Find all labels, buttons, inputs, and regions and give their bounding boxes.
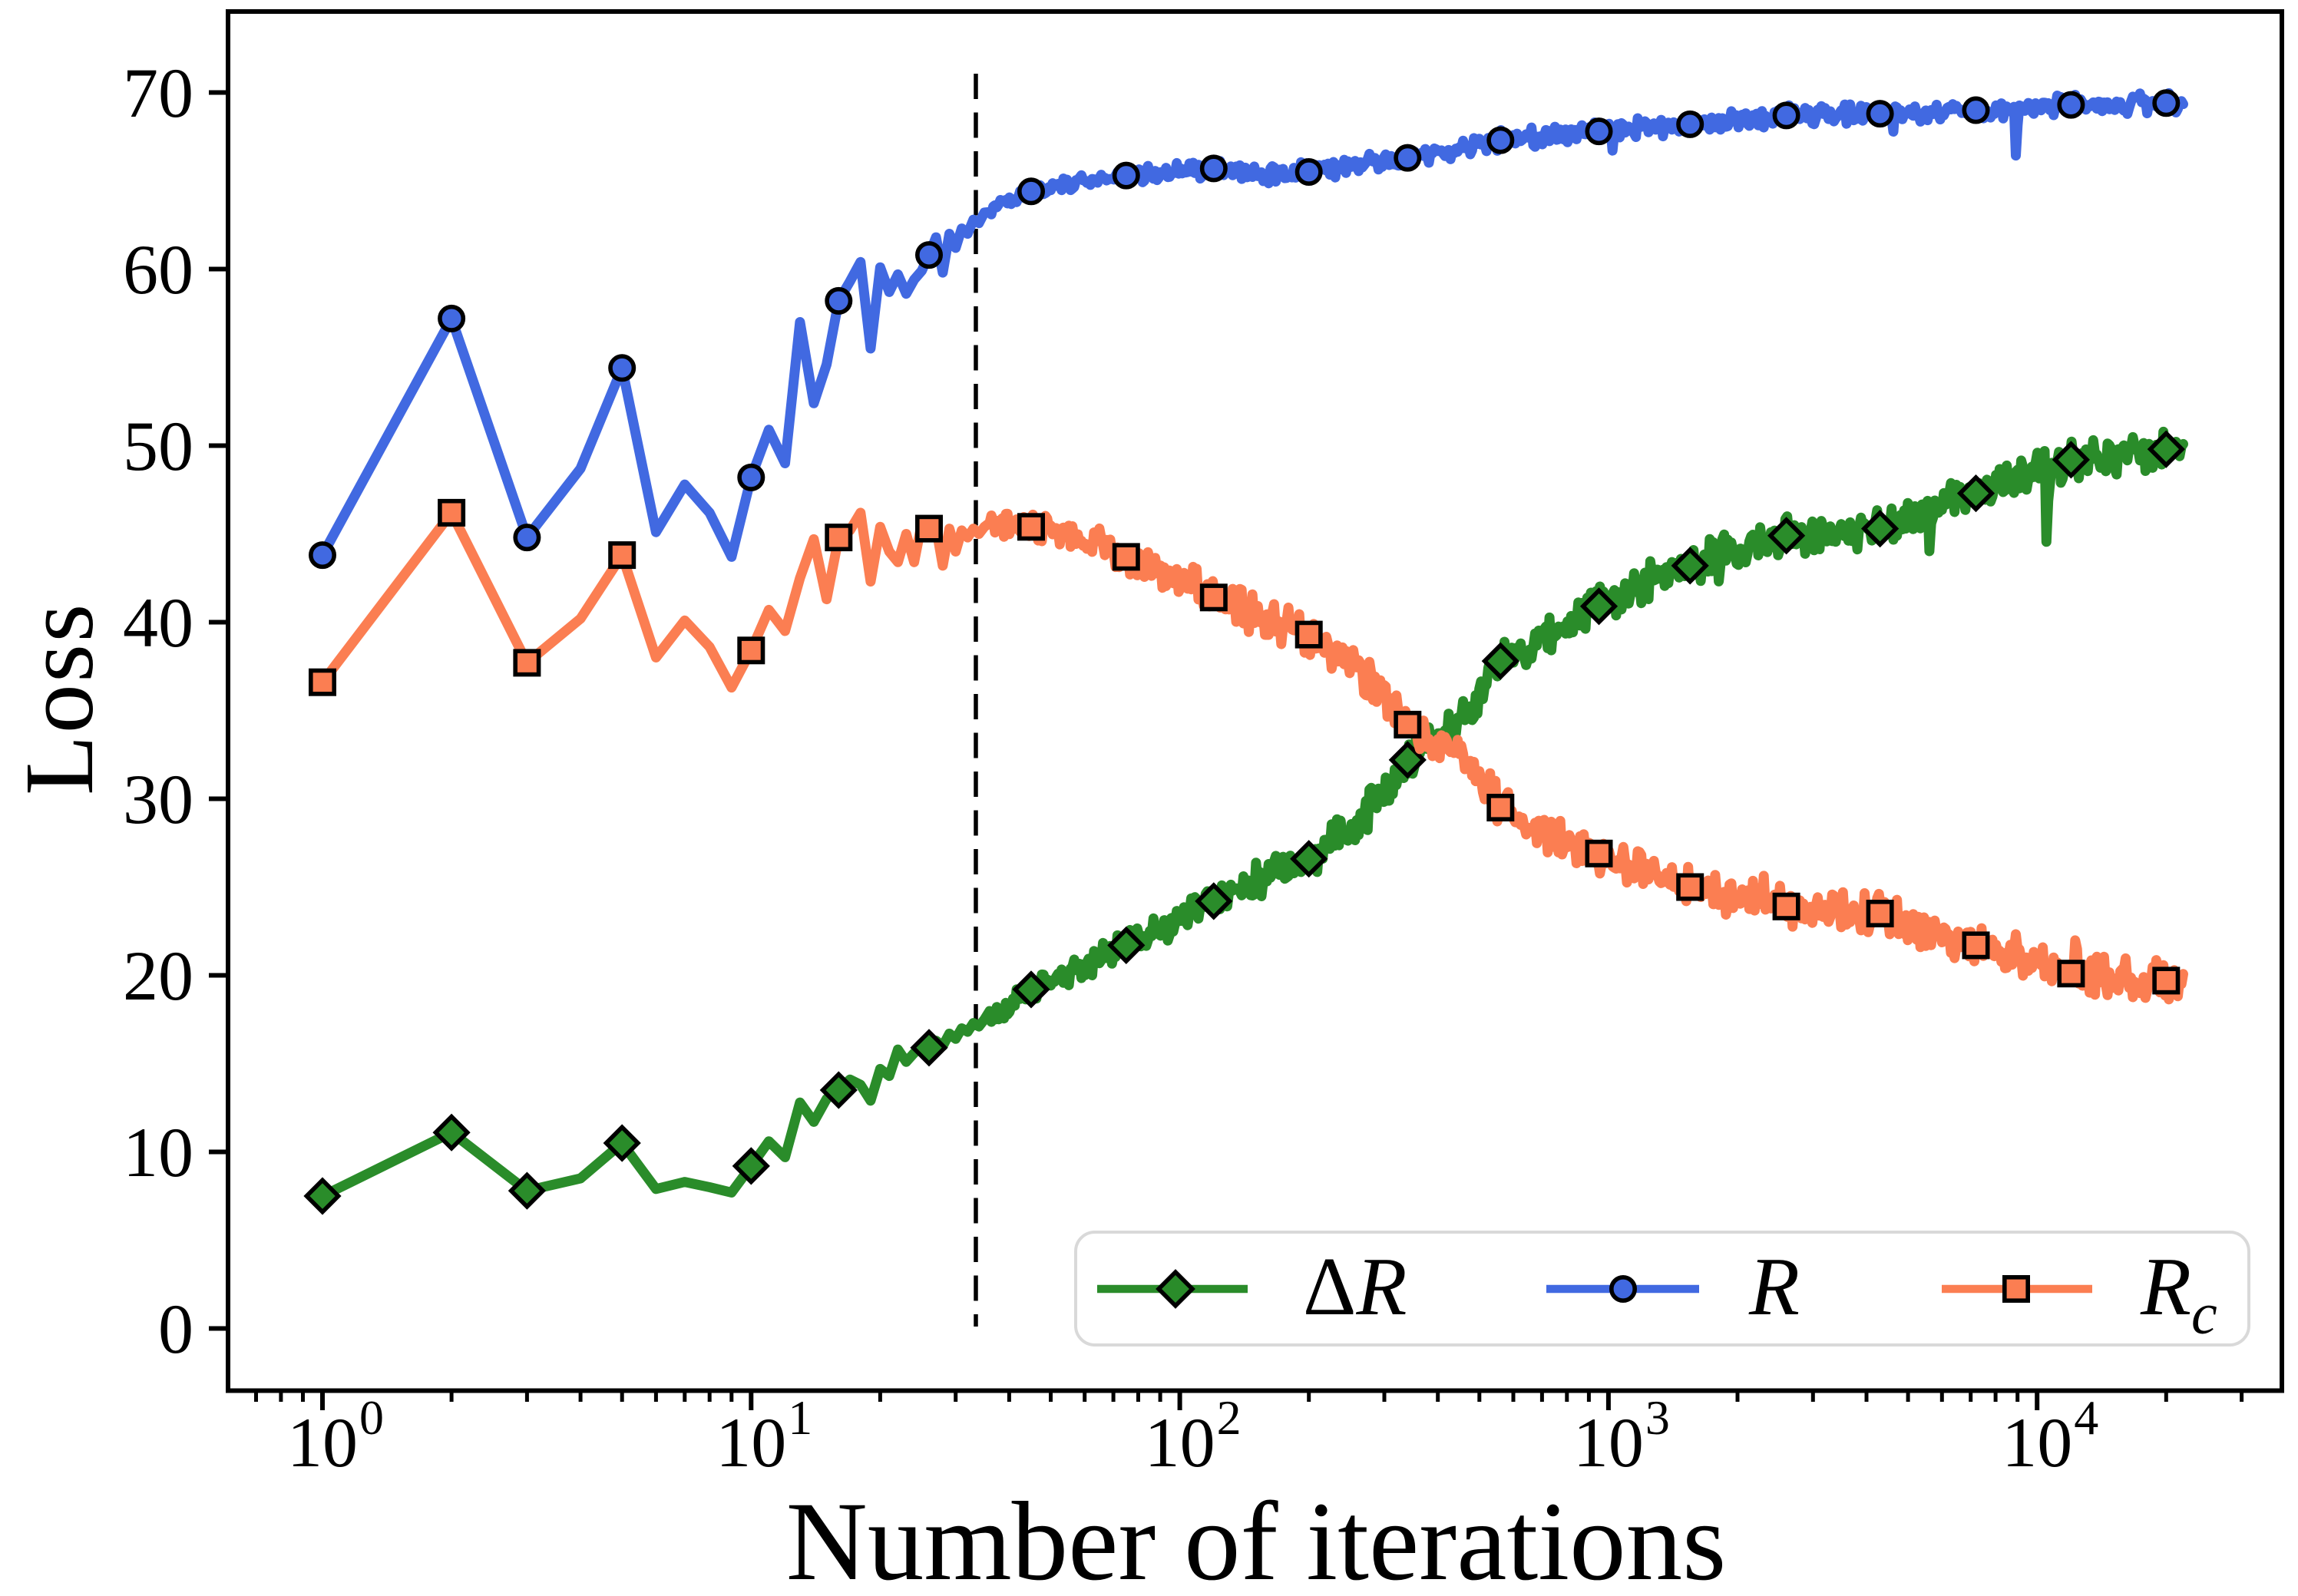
svg-text:1: 1 — [788, 1390, 812, 1445]
svg-text:Loss: Loss — [5, 602, 114, 795]
svg-text:2: 2 — [1217, 1390, 1242, 1445]
svg-text:10: 10 — [2002, 1403, 2072, 1482]
svg-text:10: 10 — [287, 1403, 358, 1482]
svg-text:60: 60 — [123, 230, 193, 309]
svg-text:Number of iterations: Number of iterations — [786, 1479, 1727, 1592]
svg-text:10: 10 — [716, 1403, 786, 1482]
svg-text:10: 10 — [1145, 1403, 1215, 1482]
svg-text:3: 3 — [1645, 1390, 1670, 1445]
svg-text:10: 10 — [123, 1113, 193, 1191]
svg-text:10: 10 — [1573, 1403, 1644, 1482]
svg-text:30: 30 — [123, 760, 193, 838]
svg-text:40: 40 — [123, 583, 193, 662]
svg-text:70: 70 — [123, 54, 193, 132]
svg-text:ΔR: ΔR — [1303, 1241, 1407, 1333]
svg-text:20: 20 — [123, 937, 193, 1015]
svg-text:4: 4 — [2074, 1390, 2098, 1445]
svg-text:0: 0 — [158, 1290, 193, 1368]
svg-text:R: R — [1748, 1241, 1800, 1333]
svg-text:0: 0 — [359, 1390, 384, 1445]
svg-text:50: 50 — [123, 407, 193, 485]
